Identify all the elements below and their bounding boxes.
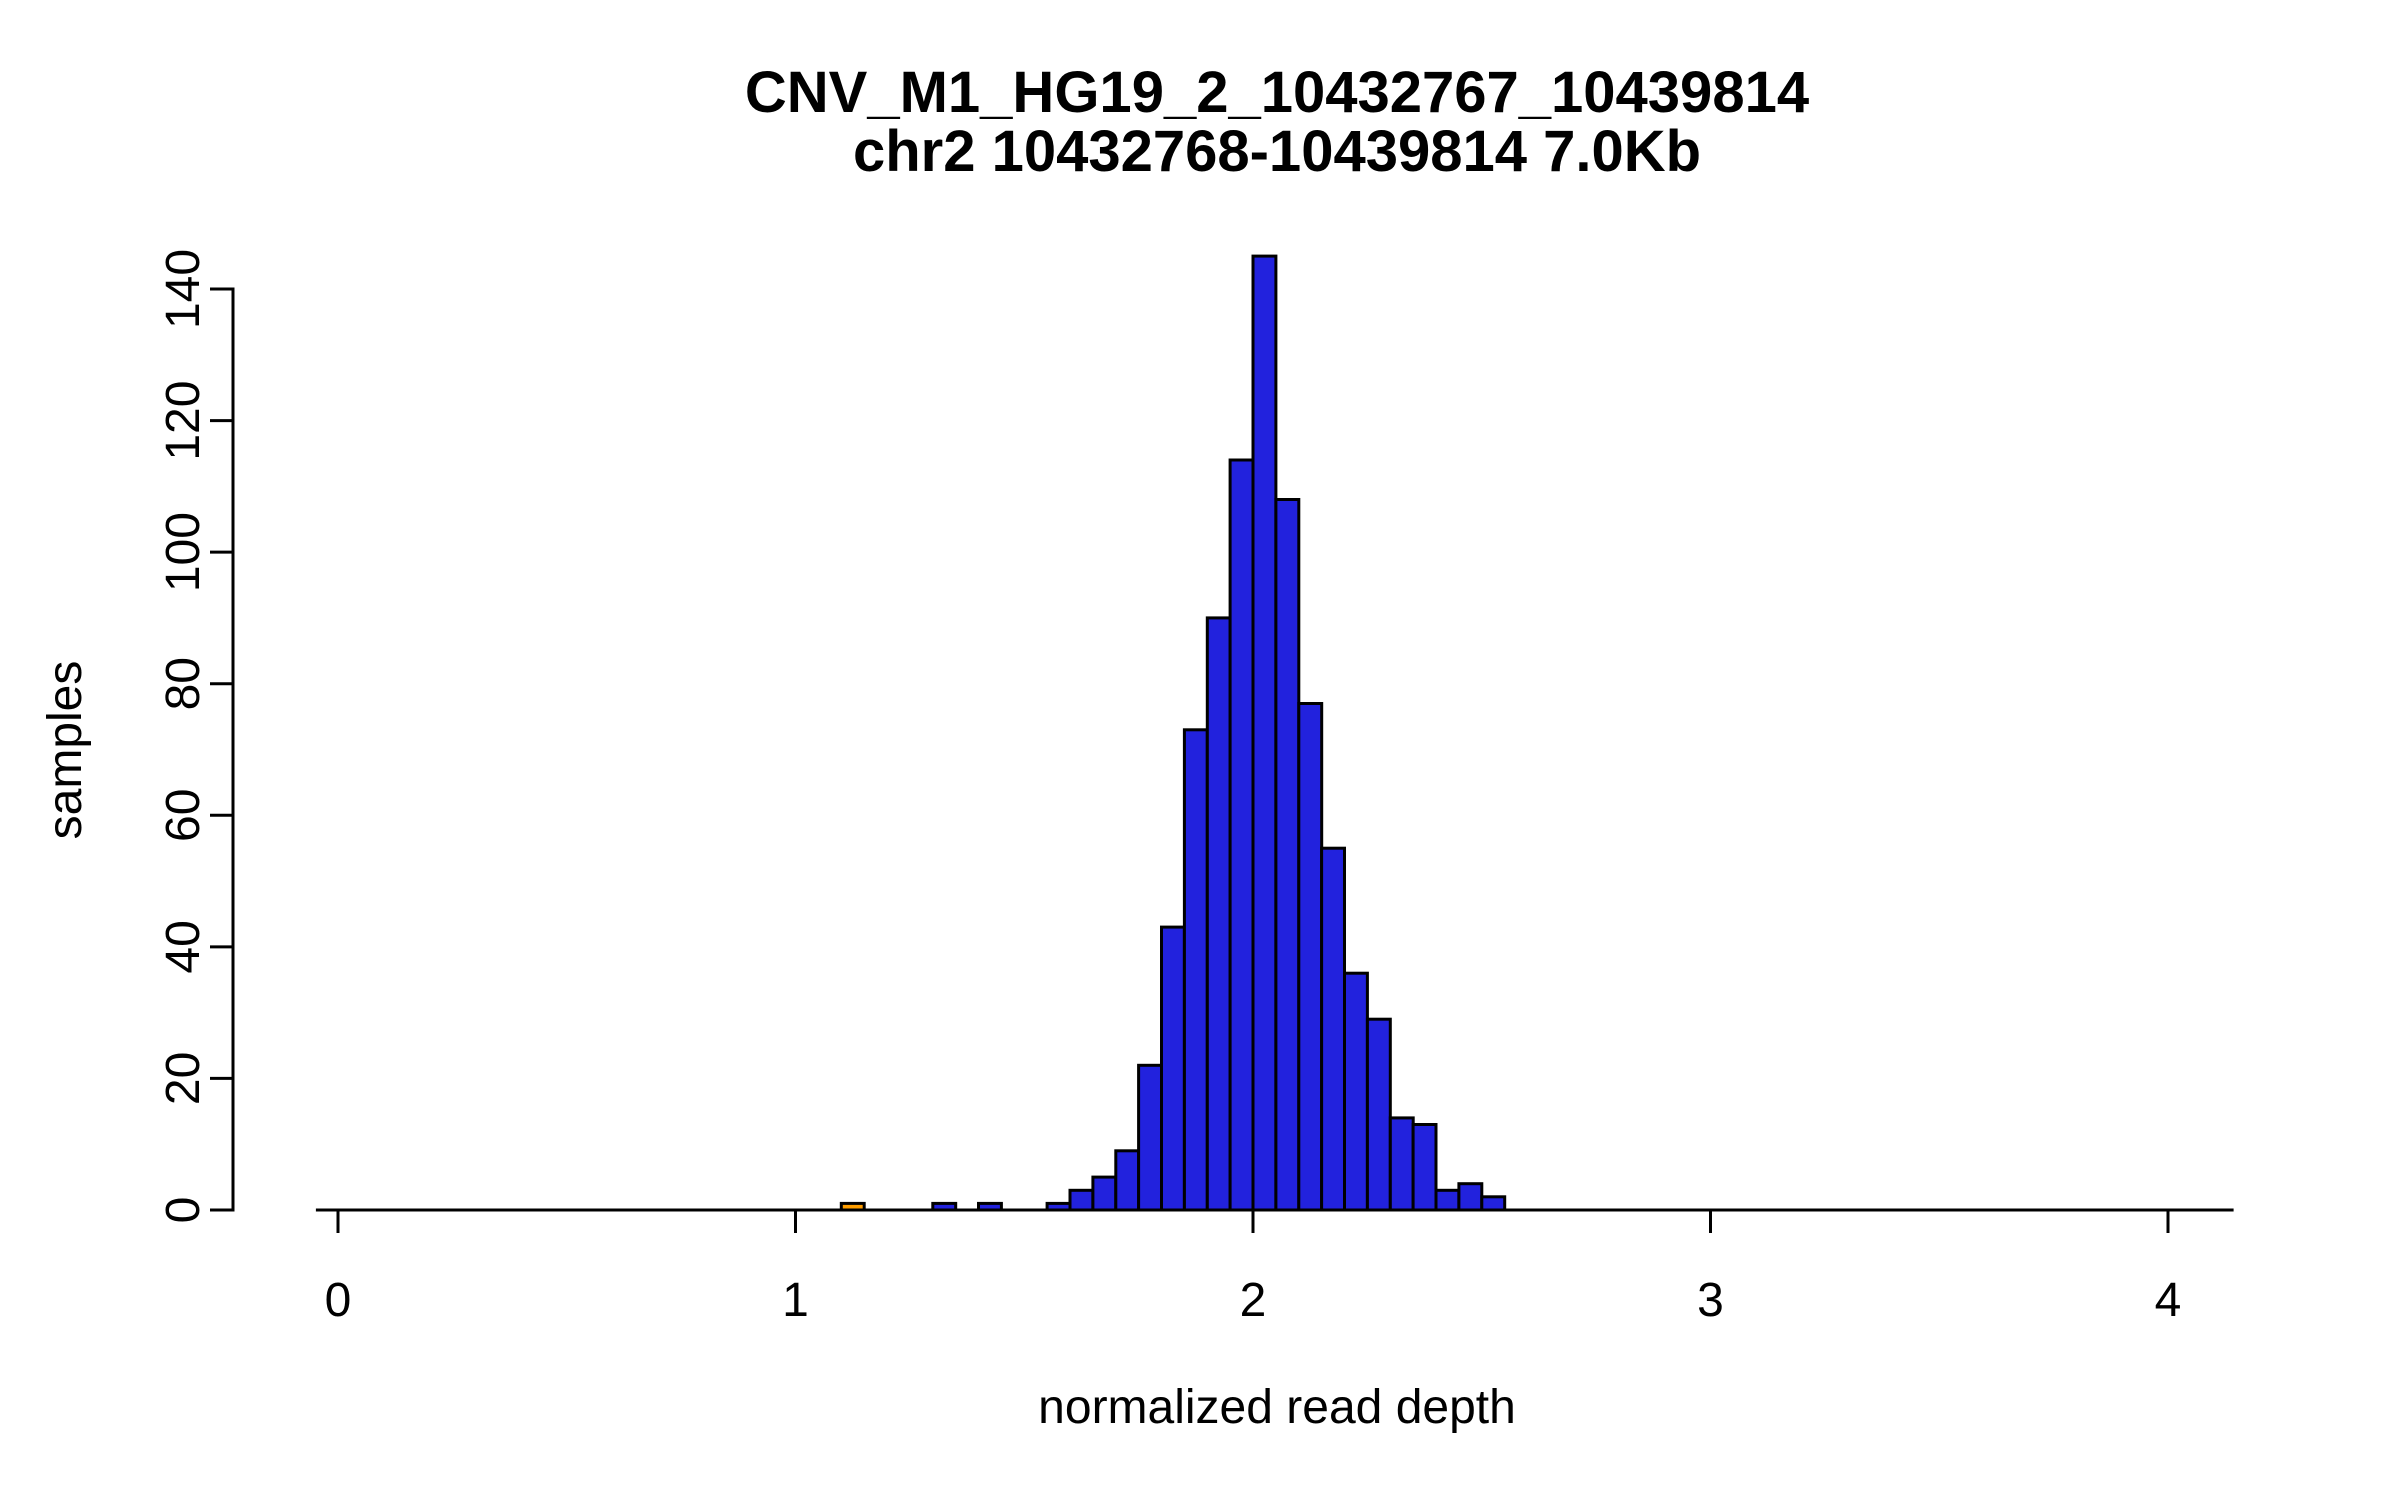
y-tick-label: 80 xyxy=(157,657,210,710)
x-tick-label: 1 xyxy=(782,1274,809,1327)
histogram-bar xyxy=(1228,458,1255,1212)
y-tick-label: 20 xyxy=(157,1052,210,1105)
histogram-bars xyxy=(839,254,1507,1212)
histogram-bar xyxy=(1457,1182,1484,1212)
y-axis-label: samples xyxy=(39,661,92,840)
y-tick-label: 60 xyxy=(157,789,210,842)
histogram-bar xyxy=(1091,1175,1118,1212)
y-tick-label: 140 xyxy=(157,249,210,329)
histogram-bar xyxy=(1114,1149,1141,1212)
x-tick-label: 4 xyxy=(2155,1274,2182,1327)
y-tick-label: 100 xyxy=(157,512,210,592)
histogram-bar xyxy=(1297,702,1324,1212)
histogram-bar xyxy=(1480,1195,1507,1212)
histogram-bar xyxy=(1251,254,1278,1212)
histogram-bar xyxy=(1160,925,1186,1212)
histogram-bar xyxy=(1320,846,1346,1212)
histogram-bar xyxy=(1343,971,1369,1212)
histogram-bar xyxy=(1274,498,1301,1212)
histogram-bar xyxy=(1365,1017,1392,1212)
x-tick-label: 2 xyxy=(1240,1274,1267,1327)
histogram-bar xyxy=(1434,1188,1461,1212)
x-axis-label: normalized read depth xyxy=(1038,1381,1516,1434)
y-tick-label: 120 xyxy=(157,381,210,461)
histogram-bar xyxy=(1388,1116,1415,1212)
chart-title-line2: chr2 10432768-10439814 7.0Kb xyxy=(853,119,1701,184)
y-tick-label: 40 xyxy=(157,920,210,973)
histogram-bar xyxy=(1205,616,1232,1212)
x-tick-label: 0 xyxy=(325,1274,352,1327)
histogram-bar xyxy=(1411,1123,1438,1212)
histogram-bar xyxy=(1182,728,1209,1212)
x-tick-label: 3 xyxy=(1697,1274,1724,1327)
histogram-bar xyxy=(1137,1063,1163,1212)
chart-title-line1: CNV_M1_HG19_2_10432767_10439814 xyxy=(745,60,1809,125)
histogram-bar xyxy=(1068,1188,1095,1212)
y-tick-label: 0 xyxy=(157,1197,210,1224)
